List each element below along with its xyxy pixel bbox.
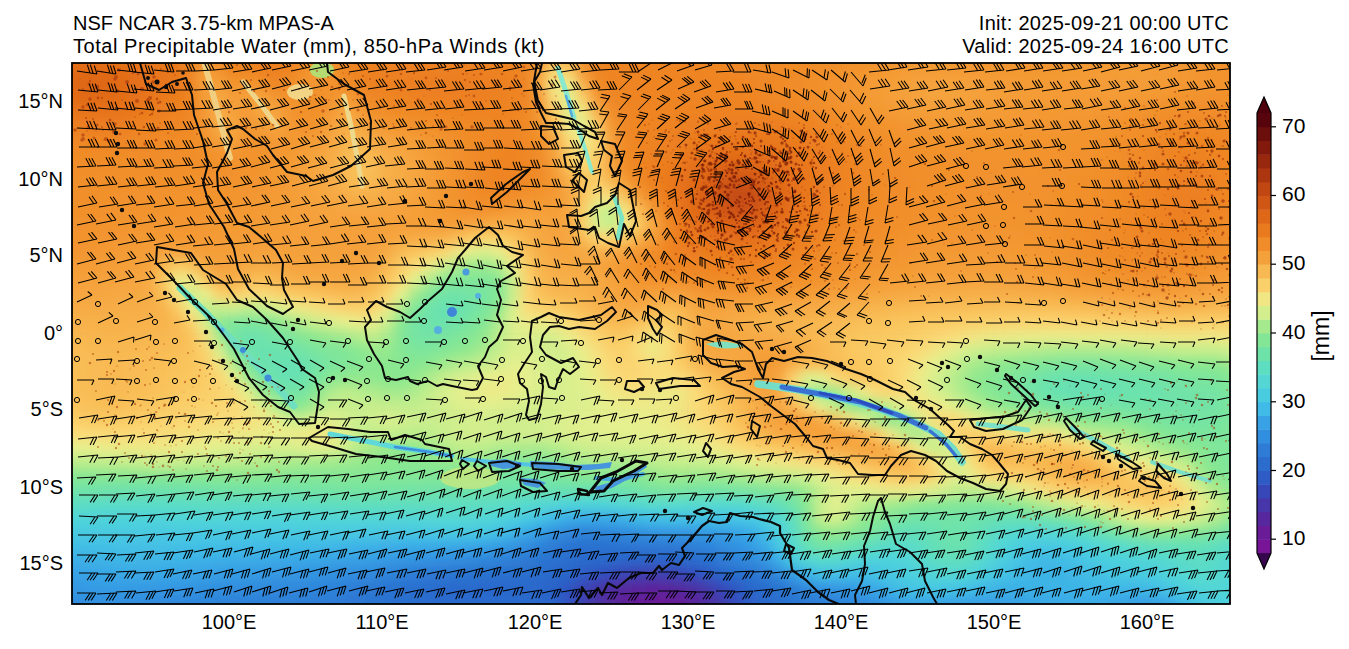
svg-text:[mm]: [mm] [1308, 310, 1334, 361]
